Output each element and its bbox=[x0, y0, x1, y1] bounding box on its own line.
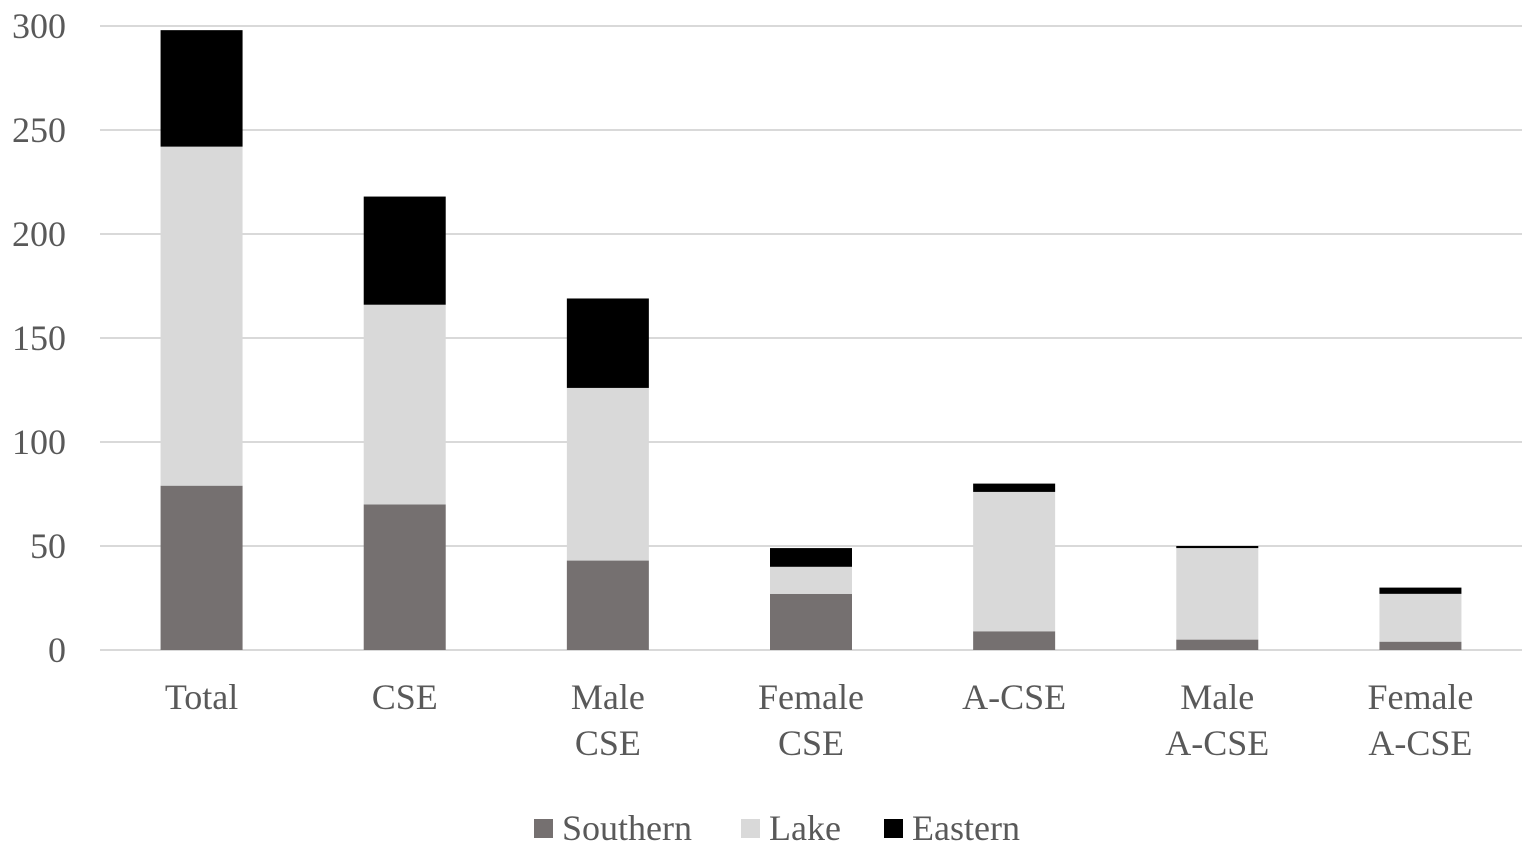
bar-lake bbox=[1379, 593, 1462, 642]
x-category-label: Female bbox=[758, 677, 864, 717]
x-category-label: CSE bbox=[575, 723, 641, 763]
legend-swatch bbox=[741, 819, 760, 838]
y-tick-label: 200 bbox=[12, 214, 66, 254]
bar-lake bbox=[566, 387, 649, 561]
bar-southern bbox=[770, 593, 852, 650]
bar-stack bbox=[160, 30, 243, 650]
x-category-label: CSE bbox=[372, 677, 438, 717]
legend-label: Lake bbox=[769, 808, 841, 847]
x-axis-labels: Total CSE Male CSE Female CSE A-CSE Male A-CSE Fe… bbox=[165, 677, 1474, 763]
legend-swatch bbox=[884, 819, 903, 838]
legend-item: Eastern bbox=[884, 808, 1020, 847]
bar-stack bbox=[566, 298, 649, 650]
bar-southern bbox=[973, 631, 1056, 650]
bar-lake bbox=[363, 304, 446, 505]
bar-stack bbox=[363, 196, 446, 650]
bar-eastern bbox=[363, 196, 446, 305]
y-tick-label: 150 bbox=[12, 318, 66, 358]
legend-label: Eastern bbox=[912, 808, 1020, 847]
x-category-label: A-CSE bbox=[1368, 723, 1472, 763]
y-tick-label: 300 bbox=[12, 6, 66, 46]
bar-southern bbox=[1176, 639, 1259, 650]
bar-southern bbox=[1379, 641, 1462, 650]
bar-stack bbox=[1379, 587, 1462, 650]
legend-swatch bbox=[534, 819, 553, 838]
bar-lake bbox=[973, 491, 1056, 632]
x-category-label: Male bbox=[1180, 677, 1254, 717]
bar-lake bbox=[770, 566, 852, 594]
bar-stack bbox=[1176, 546, 1259, 650]
bar-stack bbox=[770, 548, 852, 650]
x-category-label: Female bbox=[1367, 677, 1473, 717]
x-category-label: CSE bbox=[778, 723, 844, 763]
bar-stack bbox=[973, 483, 1056, 650]
bar-eastern bbox=[566, 298, 649, 388]
bar-eastern bbox=[1379, 587, 1462, 594]
bar-eastern bbox=[973, 483, 1056, 492]
bar-lake bbox=[160, 146, 243, 486]
legend-item: Southern bbox=[534, 808, 692, 847]
x-category-label: Male bbox=[571, 677, 645, 717]
bar-eastern bbox=[770, 548, 852, 567]
bar-eastern bbox=[1176, 546, 1259, 549]
bar-southern bbox=[566, 560, 649, 650]
bar-lake bbox=[1176, 548, 1259, 640]
y-tick-label: 50 bbox=[30, 526, 66, 566]
legend-label: Southern bbox=[562, 808, 692, 847]
x-category-label: A-CSE bbox=[962, 677, 1066, 717]
legend: Southern Lake Eastern bbox=[534, 808, 1020, 847]
y-axis-ticks: 0 50 100 150 200 250 300 bbox=[12, 6, 66, 670]
y-tick-label: 100 bbox=[12, 422, 66, 462]
legend-item: Lake bbox=[741, 808, 841, 847]
bar-southern bbox=[160, 485, 243, 650]
gridlines bbox=[100, 25, 1522, 651]
x-category-label: A-CSE bbox=[1165, 723, 1269, 763]
bar-southern bbox=[363, 504, 446, 650]
bars bbox=[160, 30, 1462, 650]
y-tick-label: 0 bbox=[48, 630, 66, 670]
y-tick-label: 250 bbox=[12, 110, 66, 150]
x-category-label: Total bbox=[165, 677, 238, 717]
bar-eastern bbox=[160, 30, 243, 147]
